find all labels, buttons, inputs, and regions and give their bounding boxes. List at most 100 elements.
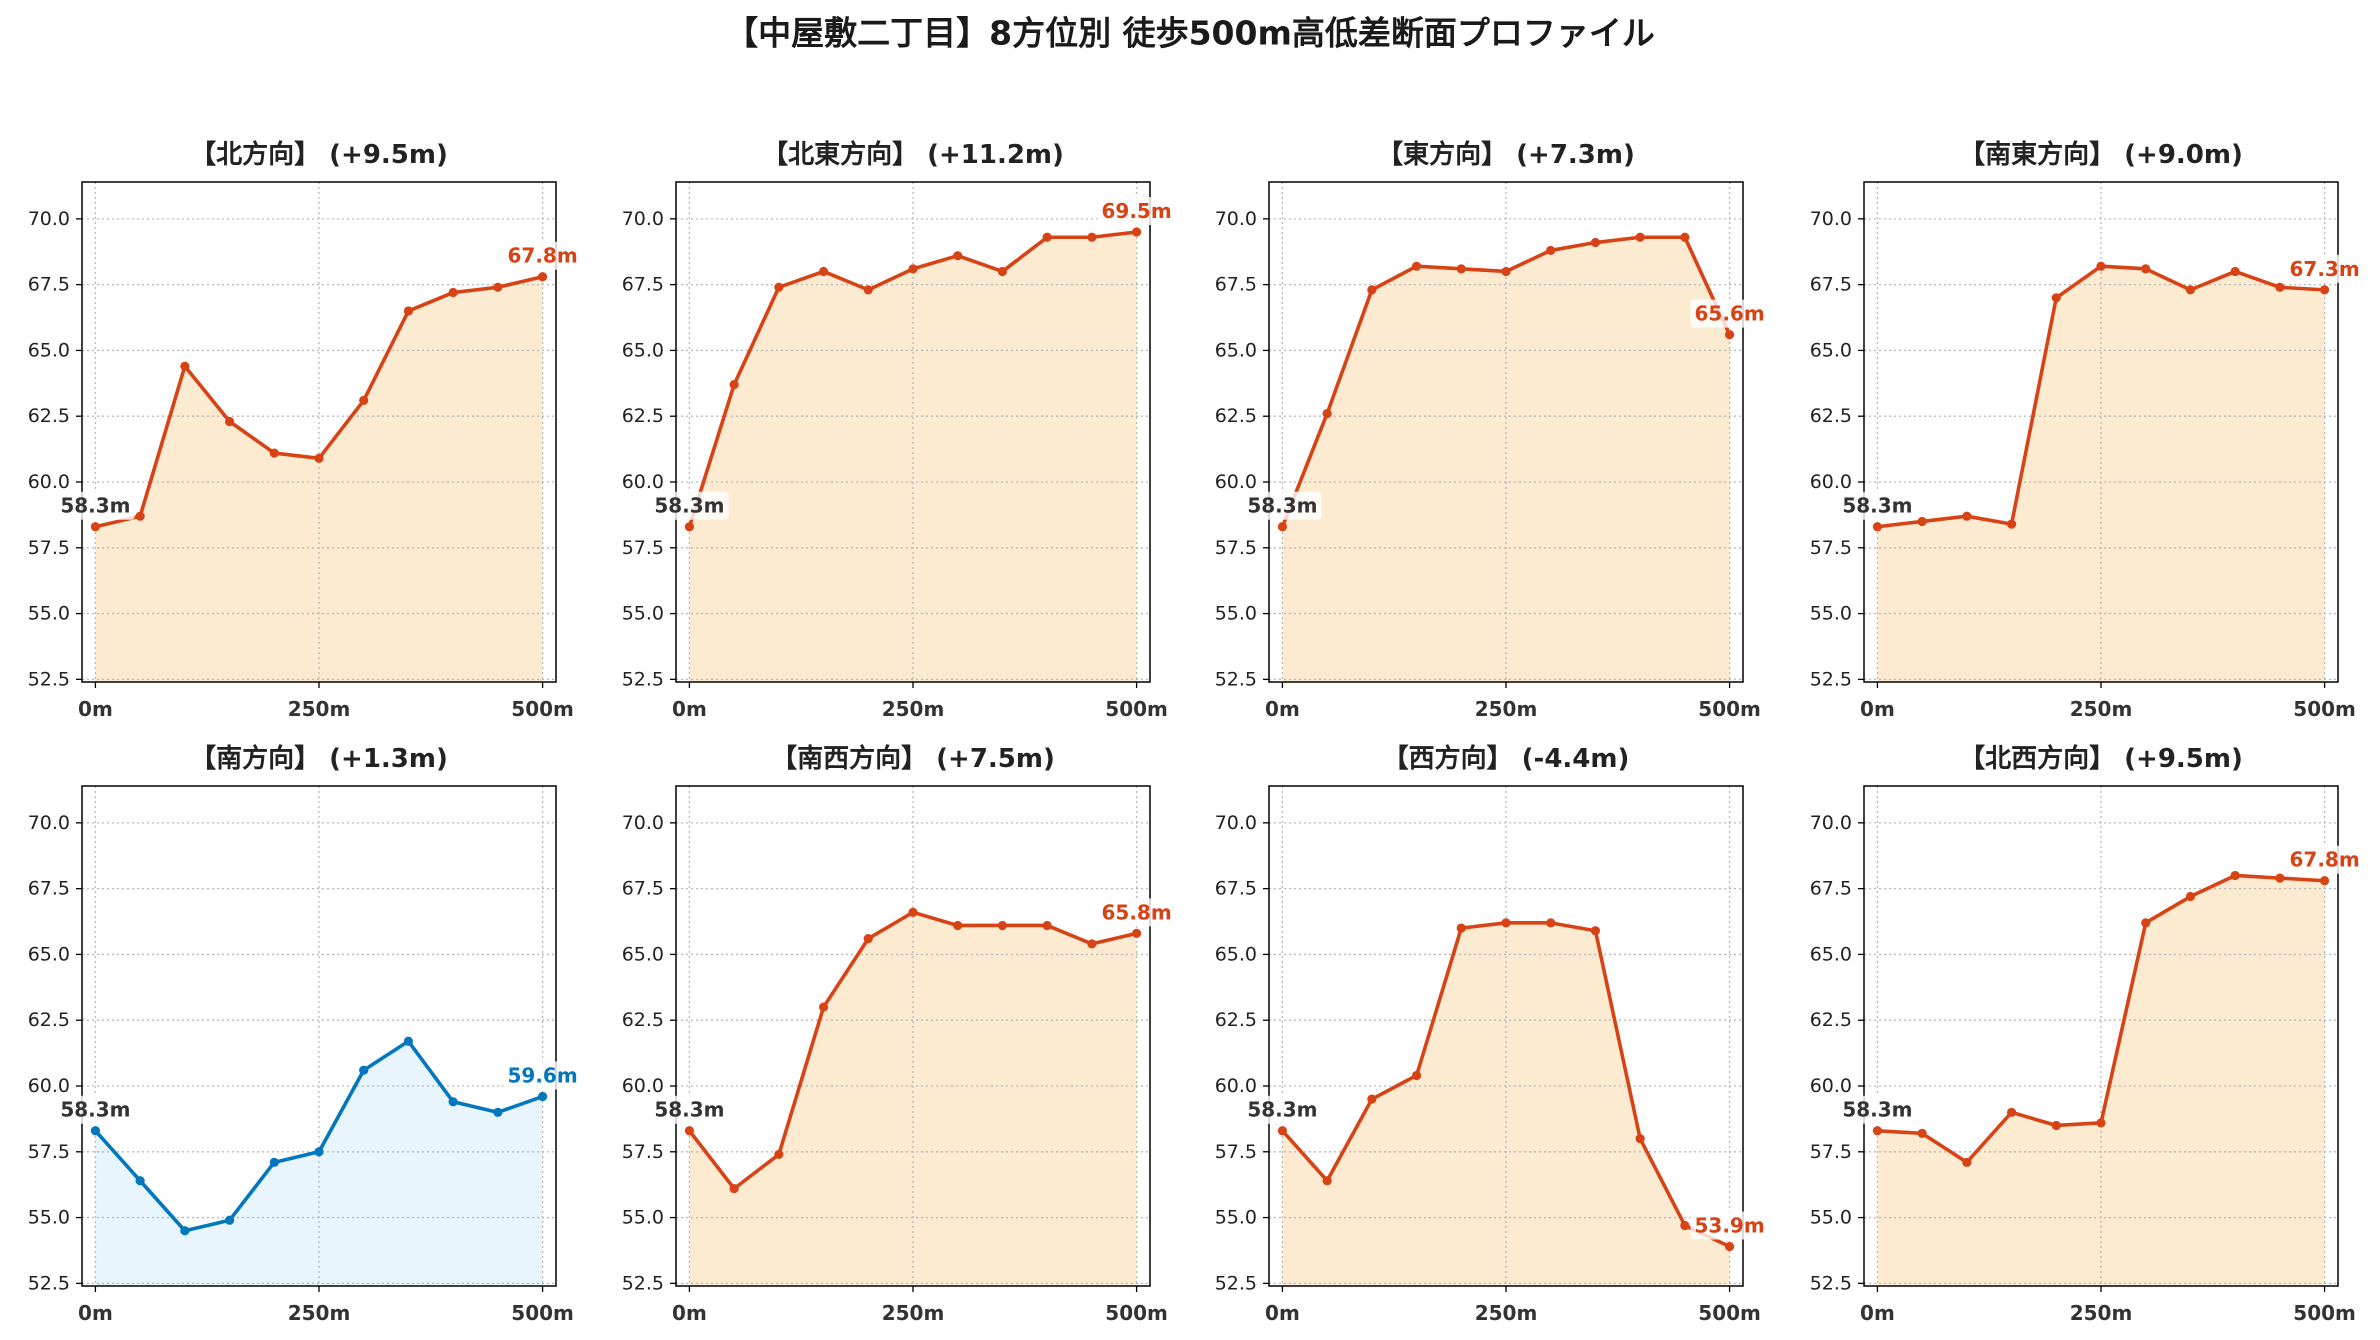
panel-title: 【北東方向】 (+11.2m): [762, 139, 1064, 170]
data-point: [1087, 939, 1097, 949]
data-point: [684, 522, 695, 532]
data-point: [135, 511, 145, 521]
x-tick-label: 250m: [2070, 697, 2133, 721]
y-tick-label: 67.5: [28, 274, 70, 296]
data-point: [1501, 266, 1511, 277]
end-elevation-label: 59.6m: [507, 1064, 577, 1088]
data-point: [224, 416, 235, 427]
y-tick-label: 67.5: [1215, 878, 1257, 900]
data-point: [729, 380, 739, 390]
y-tick-label: 60.0: [1810, 471, 1852, 493]
data-point: [493, 1107, 503, 1117]
data-point: [493, 282, 503, 292]
data-point: [1411, 261, 1422, 271]
y-tick-label: 57.5: [28, 537, 70, 559]
data-point: [684, 1126, 695, 1136]
y-tick-label: 70.0: [1810, 812, 1852, 834]
data-point: [537, 272, 548, 282]
start-elevation-label-background: [56, 1095, 135, 1124]
data-point: [403, 306, 414, 316]
data-point: [774, 282, 784, 292]
data-point: [818, 266, 829, 277]
data-point: [1456, 923, 1466, 933]
start-elevation-label-group: 58.3m: [1243, 491, 1322, 520]
data-point: [1277, 522, 1288, 532]
panel-title: 【北方向】 (+9.5m): [190, 139, 448, 170]
data-point: [2275, 873, 2285, 883]
data-point: [2275, 282, 2285, 292]
x-tick-label: 500m: [511, 1301, 574, 1325]
x-tick-label: 0m: [672, 1301, 707, 1325]
y-tick-label: 60.0: [622, 471, 664, 493]
y-tick-label: 67.5: [1215, 274, 1257, 296]
y-tick-label: 65.0: [622, 339, 664, 361]
end-elevation-label-group: 65.6m: [1690, 299, 1769, 328]
y-tick-label: 70.0: [28, 812, 70, 834]
data-point: [1042, 232, 1052, 242]
end-elevation-label: 65.6m: [1694, 302, 1764, 326]
data-point: [1917, 516, 1927, 527]
y-tick-label: 60.0: [28, 1075, 70, 1097]
data-point: [448, 287, 458, 298]
data-point: [2051, 293, 2061, 303]
x-tick-label: 500m: [2293, 697, 2356, 721]
y-tick-label: 57.5: [1810, 537, 1852, 559]
data-point: [2319, 285, 2330, 295]
panel-title: 【東方向】 (+7.3m): [1377, 139, 1635, 170]
data-point: [997, 266, 1008, 277]
end-elevation-label: 67.3m: [2289, 257, 2359, 281]
y-tick-label: 60.0: [1810, 1075, 1852, 1097]
panel-north: 【北方向】 (+9.5m) 0m 250m 500m 52.5 55.0 57.5 60.0 6…: [28, 139, 582, 721]
start-elevation-label: 58.3m: [654, 1098, 724, 1122]
end-elevation-label-group: 67.3m: [2285, 254, 2364, 283]
data-point: [2230, 870, 2240, 881]
x-tick-label: 250m: [882, 697, 945, 721]
start-elevation-label-background: [56, 491, 135, 520]
data-point: [180, 361, 190, 371]
y-tick-label: 62.5: [28, 1009, 70, 1031]
end-elevation-label-background: [503, 1061, 582, 1090]
data-point: [2096, 261, 2106, 271]
data-point: [90, 522, 101, 532]
y-tick-label: 55.0: [1810, 1207, 1852, 1229]
data-point: [1367, 1094, 1377, 1104]
data-point: [1087, 232, 1097, 242]
end-elevation-label-group: 65.8m: [1097, 898, 1176, 927]
area-fill: [95, 1041, 543, 1286]
y-tick-label: 52.5: [1810, 668, 1852, 690]
data-point: [2096, 1118, 2106, 1128]
panel-west: 【西方向】 (-4.4m) 0m 250m 500m 52.5 55.0 57.5 60.0 6…: [1215, 743, 1769, 1325]
x-tick-label: 500m: [1105, 1301, 1168, 1325]
start-elevation-label-group: 58.3m: [650, 491, 729, 520]
data-point: [135, 1176, 145, 1186]
y-tick-label: 52.5: [28, 1272, 70, 1294]
end-elevation-label-group: 53.9m: [1690, 1211, 1769, 1240]
area-fill: [689, 912, 1137, 1286]
data-point: [1917, 1128, 1927, 1138]
x-tick-label: 0m: [1860, 1301, 1895, 1325]
x-tick-label: 250m: [288, 1301, 351, 1325]
start-elevation-label-group: 58.3m: [56, 1095, 135, 1124]
data-point: [953, 251, 963, 261]
x-tick-label: 500m: [1698, 1301, 1761, 1325]
start-elevation-label: 58.3m: [1247, 1098, 1317, 1122]
data-point: [1635, 1134, 1645, 1144]
y-tick-label: 55.0: [1810, 603, 1852, 625]
y-tick-label: 62.5: [622, 405, 664, 427]
data-point: [2006, 1107, 2017, 1117]
data-point: [224, 1215, 235, 1225]
y-tick-label: 57.5: [622, 537, 664, 559]
y-tick-label: 65.0: [28, 339, 70, 361]
data-point: [2141, 264, 2151, 274]
data-point: [1680, 232, 1690, 242]
y-tick-label: 70.0: [1215, 812, 1257, 834]
data-point: [1872, 1126, 1883, 1136]
panel-title: 【南東方向】 (+9.0m): [1959, 139, 2243, 170]
y-tick-label: 67.5: [28, 878, 70, 900]
data-point: [1367, 285, 1377, 295]
data-point: [448, 1097, 458, 1107]
start-elevation-label: 58.3m: [654, 494, 724, 518]
y-tick-label: 60.0: [622, 1075, 664, 1097]
data-point: [908, 907, 918, 917]
